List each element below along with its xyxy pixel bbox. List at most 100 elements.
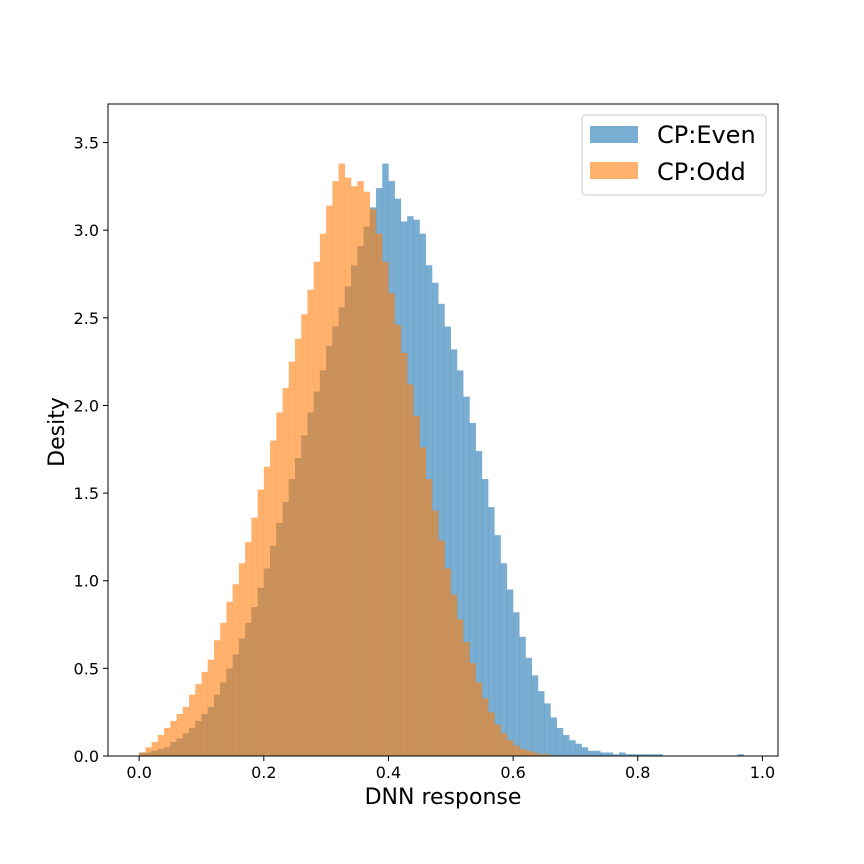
histogram-bar bbox=[457, 370, 464, 756]
histogram-bar bbox=[581, 747, 589, 756]
histogram-bar bbox=[600, 752, 607, 756]
histogram-bar bbox=[650, 754, 657, 756]
histogram-bar bbox=[519, 636, 526, 756]
histogram-bar bbox=[457, 619, 464, 756]
histogram-bar bbox=[444, 326, 451, 756]
histogram-bar bbox=[531, 752, 539, 756]
y-tick-label: 3.0 bbox=[74, 221, 99, 240]
legend-swatch-cp-odd bbox=[590, 162, 638, 179]
histogram-bar bbox=[469, 663, 476, 756]
histogram-bar bbox=[351, 186, 358, 756]
histogram-bar bbox=[519, 748, 526, 756]
histogram-bar bbox=[475, 682, 483, 756]
histogram-bar bbox=[282, 387, 289, 756]
legend: CP:Even CP:Odd bbox=[581, 114, 767, 196]
histogram-bar bbox=[737, 754, 744, 756]
histogram-bar bbox=[538, 754, 545, 756]
histogram-bar bbox=[575, 743, 582, 756]
histogram-bar bbox=[394, 324, 402, 756]
histogram-bar bbox=[556, 727, 564, 756]
histogram-bar bbox=[432, 510, 439, 756]
histogram-bar bbox=[463, 396, 470, 756]
histogram-bar bbox=[481, 479, 489, 756]
y-tick-label: 0.5 bbox=[74, 659, 99, 678]
histogram-bar bbox=[232, 584, 240, 756]
x-tick-label: 0.6 bbox=[500, 763, 525, 782]
bars-layer bbox=[139, 163, 744, 757]
y-tick-label: 1.5 bbox=[74, 484, 99, 503]
histogram-bar bbox=[326, 205, 333, 757]
histogram-bar bbox=[625, 754, 632, 756]
histogram-bar bbox=[631, 754, 638, 756]
histogram-bar bbox=[189, 694, 196, 756]
histogram-bar bbox=[438, 303, 445, 756]
histogram-bar bbox=[488, 712, 495, 756]
x-axis-label: DNN response bbox=[365, 785, 522, 810]
histogram-bar bbox=[226, 601, 233, 756]
histogram-bar bbox=[263, 466, 271, 756]
histogram-bar bbox=[494, 724, 501, 756]
histogram-bar bbox=[139, 752, 146, 756]
legend-label-cp-odd: CP:Odd bbox=[657, 158, 746, 186]
histogram-bar bbox=[313, 261, 321, 756]
histogram-bar bbox=[376, 233, 383, 757]
legend-swatch-cp-even bbox=[590, 126, 638, 143]
histogram-bar bbox=[245, 542, 252, 756]
histogram-bar bbox=[438, 540, 445, 756]
histogram-bar bbox=[656, 754, 663, 756]
y-tick-label: 1.0 bbox=[74, 572, 99, 591]
y-tick-label: 3.5 bbox=[74, 134, 99, 153]
histogram-bar bbox=[644, 754, 651, 756]
histogram-bar bbox=[294, 338, 302, 756]
histogram-bar bbox=[220, 622, 227, 756]
x-tick-label: 0.2 bbox=[251, 763, 276, 782]
histogram-bar bbox=[606, 752, 614, 756]
histogram-bar bbox=[562, 734, 570, 756]
x-tick-label: 1.0 bbox=[750, 763, 775, 782]
histogram-bar bbox=[506, 740, 514, 756]
histogram-bar bbox=[145, 747, 152, 756]
histogram-bar bbox=[500, 563, 508, 756]
y-tick-label: 2.5 bbox=[74, 309, 99, 328]
histogram-bar bbox=[164, 727, 171, 756]
histogram-bar bbox=[407, 384, 414, 756]
histogram-bar bbox=[213, 640, 221, 756]
histogram-bar bbox=[525, 750, 533, 756]
histogram-bar bbox=[270, 440, 277, 756]
histogram-bar bbox=[513, 745, 520, 756]
histogram-bar bbox=[494, 535, 501, 756]
histogram-bar bbox=[544, 703, 551, 756]
histogram-bar bbox=[425, 479, 433, 756]
histogram-bar bbox=[544, 754, 551, 756]
x-tick-label: 0.8 bbox=[625, 763, 650, 782]
histogram-bar bbox=[444, 568, 451, 756]
histogram-bar bbox=[612, 754, 620, 756]
x-tick-label: 0.0 bbox=[126, 763, 151, 782]
histogram-bar bbox=[207, 659, 215, 756]
histogram-bar bbox=[569, 740, 576, 756]
histogram-bar bbox=[251, 517, 258, 756]
histogram-bar bbox=[288, 361, 296, 756]
histogram-bar bbox=[637, 754, 645, 756]
histogram-bar bbox=[450, 594, 458, 756]
y-tick-label: 0.0 bbox=[74, 747, 99, 766]
histogram-bar bbox=[151, 741, 159, 756]
histogram-bar bbox=[619, 752, 626, 756]
histogram-bar bbox=[157, 734, 165, 756]
histogram-bar bbox=[182, 706, 190, 756]
histogram-bar bbox=[201, 671, 208, 756]
histogram-bar bbox=[238, 563, 246, 756]
histogram-bar bbox=[463, 642, 470, 756]
histogram-bar bbox=[332, 181, 339, 756]
y-axis-label: Desity bbox=[45, 397, 70, 467]
y-tick-label: 2.0 bbox=[74, 396, 99, 415]
histogram-bar bbox=[419, 447, 427, 756]
histogram-bar bbox=[525, 657, 533, 756]
histogram-bar bbox=[319, 233, 327, 757]
histogram-bar bbox=[413, 415, 420, 756]
histogram-bar bbox=[276, 412, 283, 756]
histogram-bar bbox=[307, 289, 314, 756]
histogram-bar bbox=[195, 684, 202, 756]
histogram-bar bbox=[513, 612, 520, 756]
